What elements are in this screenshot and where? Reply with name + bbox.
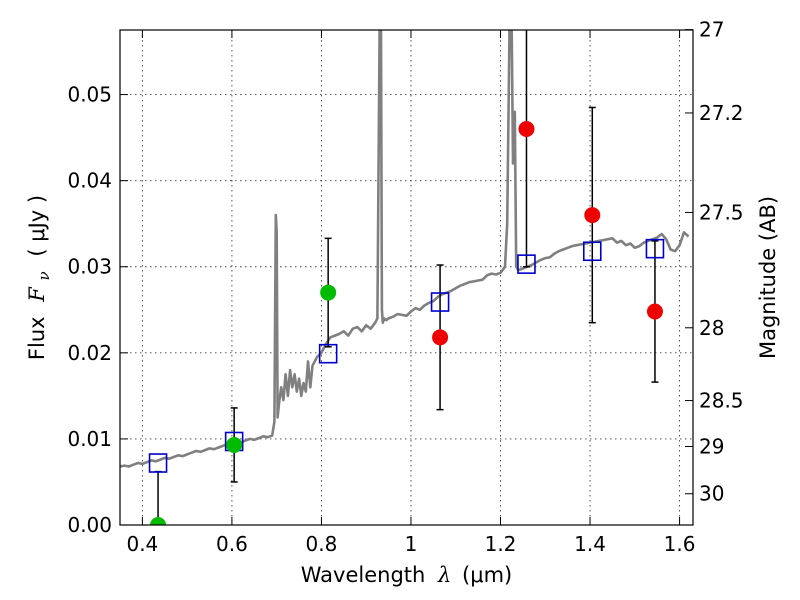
y2-axis-label: Magnitude (AB): [756, 196, 780, 359]
y2-tick-label: 27.2: [699, 101, 744, 125]
model-square: [148, 453, 168, 473]
y2-tick-label: 27.5: [699, 200, 744, 224]
y-tick-label: 0.02: [67, 341, 112, 365]
x-tick-label: 1.4: [574, 532, 606, 556]
y-tick-label: 0.01: [67, 427, 112, 451]
template-spectrum-line: [120, 30, 690, 468]
observed-point: [150, 517, 167, 525]
plot-frame: [119, 29, 694, 526]
observed-point: [320, 284, 337, 301]
observed-point: [584, 207, 601, 224]
observed-points-layer: [150, 121, 663, 525]
x-tick-label: 0.4: [126, 532, 158, 556]
x-tick-label: 0.8: [306, 532, 338, 556]
observed-point: [518, 121, 535, 137]
x-tick-label: 1.2: [485, 532, 517, 556]
model-square: [517, 254, 536, 274]
y2-tick-label: 27: [699, 18, 724, 42]
observed-point: [646, 303, 663, 320]
y-axis-label: Flux F ν ( μJy ): [25, 195, 54, 360]
model-points-layer: [148, 238, 665, 473]
y-tick-label: 0.03: [67, 255, 112, 279]
x-tick-label: 1.6: [664, 532, 696, 556]
model-square: [318, 343, 338, 364]
model-square: [430, 292, 450, 312]
y-tick-label: 0.04: [67, 169, 112, 193]
y2-tick-label: 29: [699, 434, 724, 458]
model-square: [582, 241, 602, 262]
y2-tick-label: 28: [699, 316, 724, 340]
observed-point: [226, 436, 243, 453]
y-tick-label: 0.05: [67, 83, 112, 107]
y2-tick-label: 30: [699, 482, 724, 506]
y-tick-label: 0.00: [67, 513, 112, 537]
tick-layer: 0.4 0.6 0.8 1 1.2 1.4 1.6 0.00 0.01 0.02 0.03 0.04 0…: [67, 18, 743, 556]
observed-point: [432, 329, 449, 346]
spectrum-layer: [120, 30, 690, 468]
x-axis-label: Wavelength λ (μm): [301, 563, 512, 587]
x-tick-label: 1: [405, 532, 418, 556]
x-tick-label: 0.6: [216, 532, 248, 556]
model-square: [645, 238, 665, 259]
y2-tick-label: 28.5: [699, 389, 744, 413]
